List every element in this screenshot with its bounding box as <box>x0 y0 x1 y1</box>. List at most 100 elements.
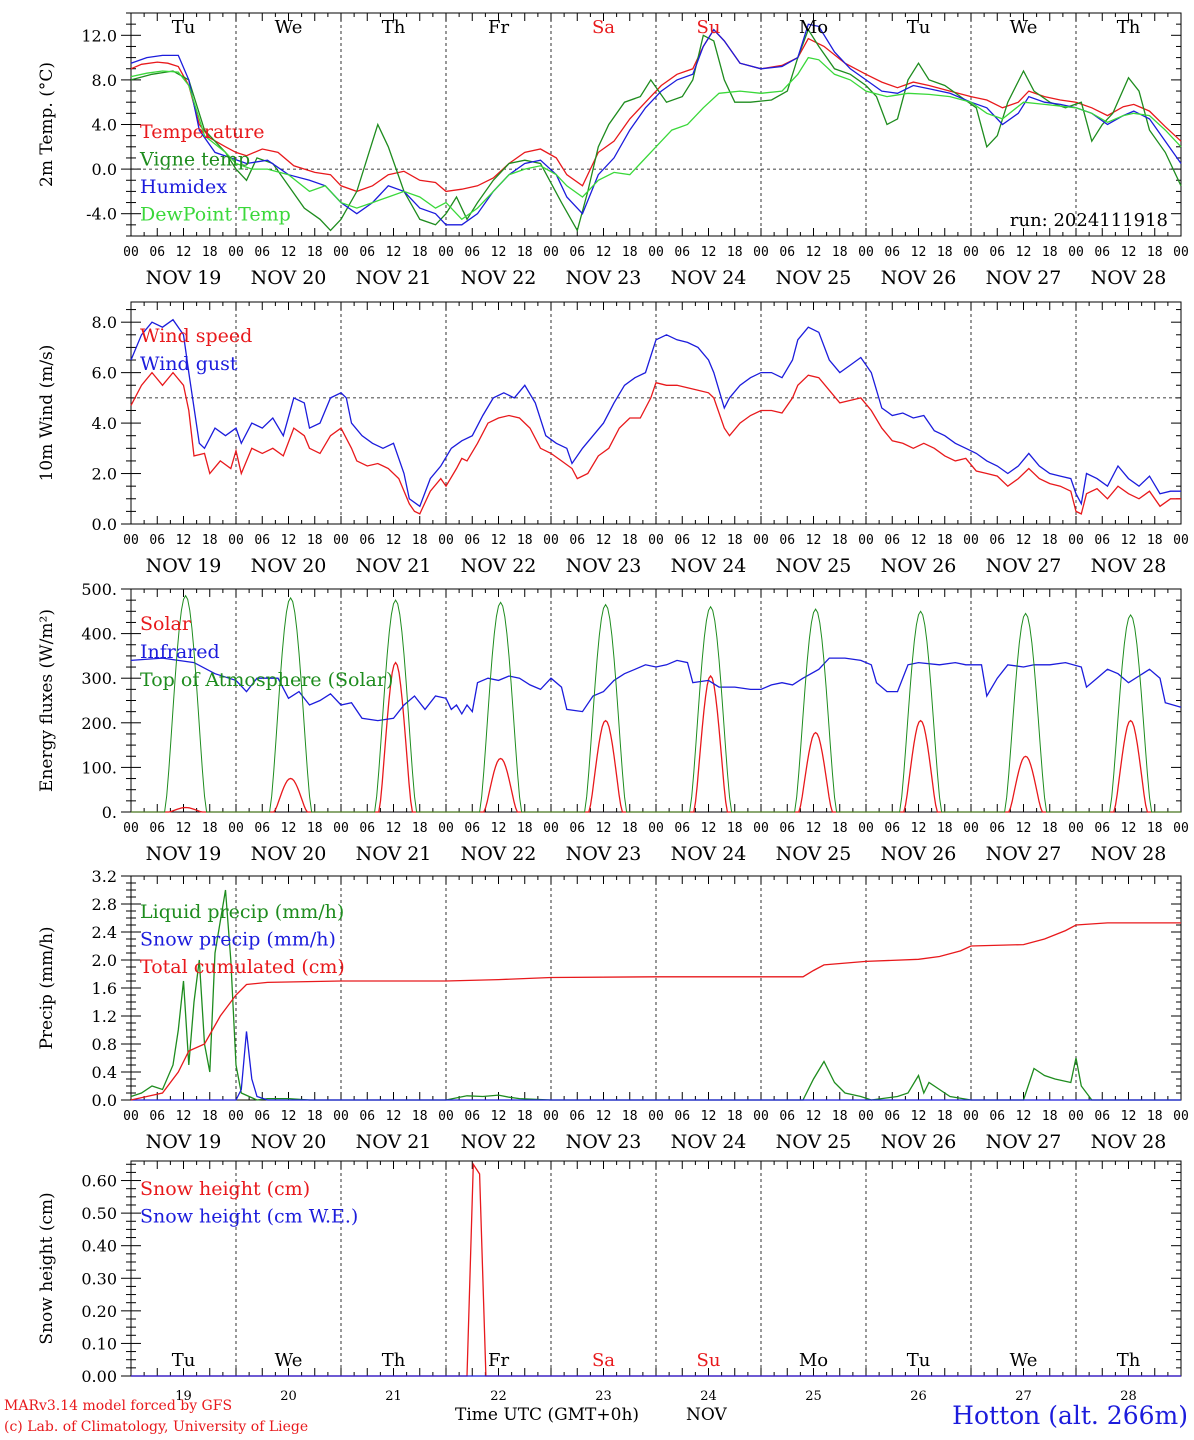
x-hour-label: 00 <box>228 1109 244 1124</box>
x-hour-label: 12 <box>1121 533 1137 548</box>
x-hour-label: 06 <box>569 245 585 260</box>
x-hour-label: 06 <box>779 821 795 836</box>
x-hour-label: 12 <box>911 1109 927 1124</box>
x-hour-label: 12 <box>911 245 927 260</box>
y-tick-label: 8.0 <box>92 71 117 90</box>
x-hour-label: 18 <box>307 821 323 836</box>
weekday-label: Th <box>382 1350 406 1371</box>
x-hour-label: 12 <box>281 245 297 260</box>
x-hour-label: 18 <box>832 533 848 548</box>
x-hour-label: 00 <box>123 245 139 260</box>
x-hour-label: 06 <box>464 821 480 836</box>
x-hour-label: 18 <box>517 533 533 548</box>
x-hour-label: 00 <box>123 533 139 548</box>
x-date-label: NOV 24 <box>671 267 747 289</box>
y-tick-label: 1.2 <box>92 1007 117 1026</box>
series-line-total-cumulated-cm- <box>130 922 1181 1101</box>
x-hour-label: 12 <box>911 821 927 836</box>
x-hour-label: 06 <box>149 245 165 260</box>
x-hour-label: 06 <box>674 821 690 836</box>
x-hour-label: 06 <box>674 1109 690 1124</box>
y-tick-label: 8.0 <box>92 313 117 332</box>
x-hour-label: 00 <box>543 821 559 836</box>
time-axis-label: Time UTC (GMT+0h) <box>455 1405 640 1425</box>
x-date-label: NOV 27 <box>986 843 1062 865</box>
legend-entry: Infrared <box>140 641 220 663</box>
day-number-label: 28 <box>1120 1389 1137 1404</box>
series-line-dewpoint-temp <box>130 56 1182 221</box>
x-hour-label: 18 <box>1147 1109 1163 1124</box>
legend-entry: Solar <box>140 613 192 635</box>
x-date-label: NOV 23 <box>566 1131 642 1153</box>
x-hour-label: 06 <box>359 533 375 548</box>
legend-entry: Top of Atmosphere (Solar) <box>140 669 393 691</box>
y-tick-label: 1.6 <box>92 979 117 998</box>
x-hour-label: 00 <box>648 821 664 836</box>
x-hour-label: 18 <box>622 245 638 260</box>
x-hour-label: 12 <box>596 245 612 260</box>
x-date-label: NOV 27 <box>986 1131 1062 1153</box>
x-hour-label: 06 <box>989 821 1005 836</box>
x-hour-label: 18 <box>937 533 953 548</box>
legend-entry: Snow height (cm W.E.) <box>140 1206 358 1228</box>
x-date-label: NOV 22 <box>461 267 537 289</box>
run-label: run: 2024111918 <box>1010 210 1168 231</box>
weekday-label: Fr <box>488 17 509 38</box>
x-date-label: NOV 20 <box>251 555 327 577</box>
x-hour-label: 00 <box>438 245 454 260</box>
x-date-label: NOV 19 <box>146 555 222 577</box>
x-hour-label: 18 <box>1147 533 1163 548</box>
x-hour-label: 00 <box>438 821 454 836</box>
x-hour-label: 18 <box>832 1109 848 1124</box>
day-number-label: 21 <box>385 1389 402 1404</box>
x-hour-label: 06 <box>464 533 480 548</box>
x-date-label: NOV 21 <box>356 1131 432 1153</box>
x-hour-label: 00 <box>438 1109 454 1124</box>
x-hour-label: 12 <box>386 533 402 548</box>
legend-entry: Snow precip (mm/h) <box>140 929 336 951</box>
x-hour-label: 06 <box>359 821 375 836</box>
x-hour-label: 06 <box>569 821 585 836</box>
x-date-label: NOV 25 <box>776 1131 852 1153</box>
x-date-label: NOV 27 <box>986 555 1062 577</box>
y-tick-label: 0.0 <box>92 515 117 534</box>
model-credit: MARv3.14 model forced by GFS <box>4 1398 233 1414</box>
x-hour-label: 06 <box>674 533 690 548</box>
x-hour-label: 06 <box>989 245 1005 260</box>
x-date-label: NOV 27 <box>986 267 1062 289</box>
x-date-label: NOV 23 <box>566 843 642 865</box>
weekday-label: We <box>1010 17 1038 38</box>
x-hour-label: 06 <box>674 245 690 260</box>
x-hour-label: 18 <box>937 245 953 260</box>
y-axis-label: Precip (mm/h) <box>37 926 57 1049</box>
x-hour-label: 00 <box>858 1109 874 1124</box>
x-hour-label: 12 <box>176 533 192 548</box>
x-hour-label: 00 <box>543 1109 559 1124</box>
x-hour-label: 00 <box>648 533 664 548</box>
x-hour-label: 12 <box>281 821 297 836</box>
x-hour-label: 06 <box>569 533 585 548</box>
x-hour-label: 12 <box>701 533 717 548</box>
y-tick-label: 0.40 <box>81 1237 117 1256</box>
x-date-label: NOV 28 <box>1091 555 1167 577</box>
series-line-vigne-temp <box>130 28 1182 233</box>
x-hour-label: 12 <box>176 245 192 260</box>
y-tick-label: 0. <box>102 803 117 822</box>
weekday-label: Mo <box>799 17 828 38</box>
x-hour-label: 18 <box>202 1109 218 1124</box>
x-hour-label: 12 <box>806 821 822 836</box>
x-hour-label: 18 <box>727 245 743 260</box>
x-hour-label: 06 <box>1094 1109 1110 1124</box>
y-axis-label: Snow height (cm) <box>37 1192 57 1344</box>
legend-entry: Temperature <box>140 121 264 143</box>
x-hour-label: 06 <box>884 245 900 260</box>
x-hour-label: 18 <box>937 821 953 836</box>
day-number-label: 23 <box>595 1389 612 1404</box>
chart-panel-5: 0.00 0.10 0.20 0.30 0.40 0.50 0.60 Snow height … <box>37 1160 1182 1404</box>
y-tick-label: 2.0 <box>92 465 117 484</box>
weekday-label: We <box>275 17 303 38</box>
y-tick-label: 12.0 <box>81 26 117 45</box>
legend-entry: Liquid precip (mm/h) <box>140 901 344 923</box>
plot-frame <box>130 588 1182 813</box>
x-hour-label: 06 <box>254 245 270 260</box>
